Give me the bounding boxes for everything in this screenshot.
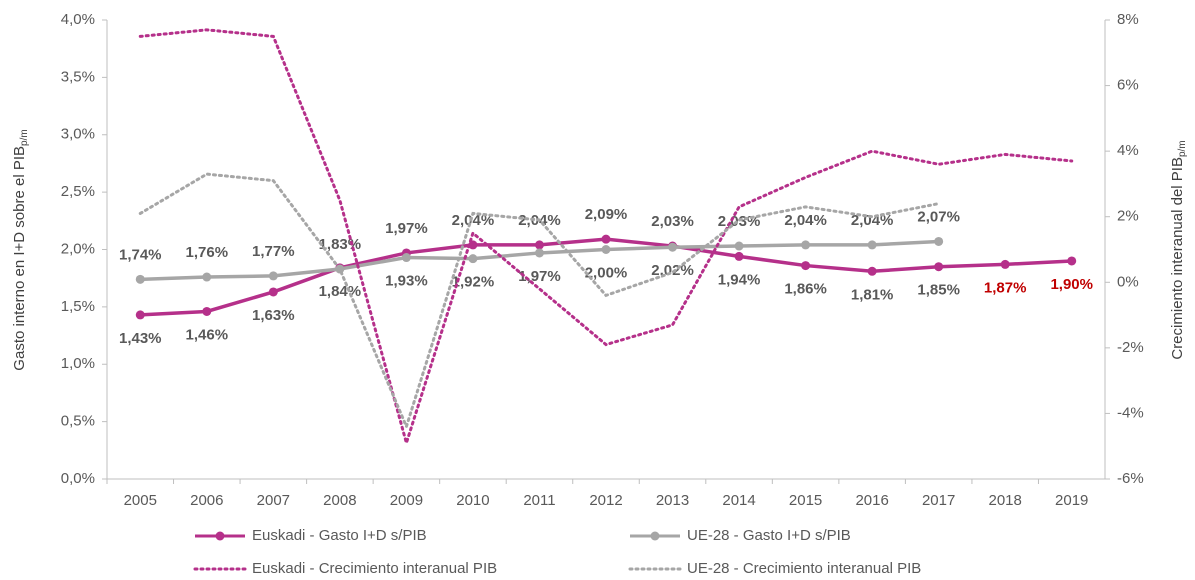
legend-label: Euskadi - Gasto I+D s/PIB (252, 527, 427, 544)
x-tick-label: 2015 (789, 492, 822, 509)
point (1000, 259, 1010, 269)
series-line (138, 172, 941, 431)
value-label: 1,86% (784, 281, 827, 298)
value-label: 1,77% (252, 243, 295, 260)
value-label: 1,97% (385, 220, 428, 237)
y-tick-label: 2,0% (61, 240, 95, 257)
point (668, 242, 678, 252)
legend-label: UE-28 - Gasto I+D s/PIB (687, 527, 851, 544)
y2-tick-label: 0% (1117, 273, 1139, 290)
point (801, 240, 811, 250)
y2-tick-label: 6% (1117, 77, 1139, 94)
y2-tick-label: -6% (1117, 470, 1144, 487)
point (801, 261, 811, 271)
legend-marker (650, 531, 660, 541)
value-label: 1,76% (186, 244, 229, 261)
point (202, 272, 212, 282)
y-axis-label-sub: p/m (19, 129, 30, 146)
value-label: 1,83% (319, 236, 362, 253)
y2-tick-label: 4% (1117, 142, 1139, 159)
value-label: 1,94% (718, 271, 761, 288)
x-tick-label: 2019 (1055, 492, 1088, 509)
x-tick-label: 2007 (257, 492, 290, 509)
y-tick-label: 4,0% (61, 11, 95, 28)
point (202, 306, 212, 316)
value-label: 1,63% (252, 307, 295, 324)
value-label: 1,74% (119, 246, 162, 263)
value-label: 1,97% (518, 268, 561, 285)
y2-axis-label: Crecimiento interanual del PIBp/m (1169, 140, 1188, 359)
x-tick-label: 2010 (456, 492, 489, 509)
value-label: 2,00% (585, 264, 628, 281)
x-tick-label: 2018 (989, 492, 1022, 509)
point (934, 262, 944, 272)
value-label: 1,43% (119, 330, 162, 347)
value-label: 1,84% (319, 283, 362, 300)
x-tick-label: 2017 (922, 492, 955, 509)
point (601, 234, 611, 244)
y2-tick-label: 8% (1117, 11, 1139, 28)
y-tick-label: 3,0% (61, 126, 95, 143)
point (135, 274, 145, 284)
y-axis-label-text: Gasto interno en I+D sobre el PIB (11, 146, 28, 371)
x-tick-label: 2006 (190, 492, 223, 509)
y-tick-label: 2,5% (61, 183, 95, 200)
legend-label: UE-28 - Crecimiento interanual PIB (687, 560, 921, 577)
point (934, 236, 944, 246)
point (401, 253, 411, 263)
point (534, 240, 544, 250)
value-label: 1,46% (186, 326, 229, 343)
y-tick-label: 1,0% (61, 355, 95, 372)
y2-tick-label: 2% (1117, 208, 1139, 225)
x-tick-label: 2005 (124, 492, 157, 509)
y-tick-label: 0,0% (61, 470, 95, 487)
x-tick-label: 2014 (722, 492, 755, 509)
y2-tick-label: -4% (1117, 404, 1144, 421)
value-label: 2,04% (784, 212, 827, 229)
value-label: 1,90% (1050, 276, 1093, 293)
value-label: 2,09% (585, 206, 628, 223)
point (734, 241, 744, 251)
y2-axis-label-text: Crecimiento interanual del PIB (1169, 157, 1186, 360)
x-tick-label: 2011 (523, 492, 555, 509)
y-tick-label: 3,5% (61, 68, 95, 85)
point (1067, 256, 1077, 266)
legend-marker (215, 531, 225, 541)
point (534, 248, 544, 258)
value-label: 2,03% (718, 213, 761, 230)
x-tick-label: 2009 (390, 492, 423, 509)
legend-label: Euskadi - Crecimiento interanual PIB (252, 560, 497, 577)
y2-tick-label: -2% (1117, 339, 1144, 356)
y-axis-label: Gasto interno en I+D sobre el PIBp/m (11, 129, 30, 370)
x-tick-label: 2008 (323, 492, 356, 509)
y2-axis-label-sub: p/m (1177, 140, 1188, 157)
point (468, 254, 478, 264)
point (268, 271, 278, 281)
point (268, 287, 278, 297)
series-line (138, 28, 1074, 449)
y-tick-label: 1,5% (61, 298, 95, 315)
value-label: 2,03% (651, 213, 694, 230)
value-label: 2,04% (452, 212, 495, 229)
point (601, 245, 611, 254)
point (867, 240, 877, 250)
point (867, 266, 877, 276)
point (135, 310, 145, 320)
x-tick-label: 2013 (656, 492, 689, 509)
x-tick-label: 2016 (855, 492, 888, 509)
x-tick-label: 2012 (589, 492, 622, 509)
value-label: 1,93% (385, 273, 428, 290)
y-tick-label: 0,5% (61, 413, 95, 430)
value-label: 1,81% (851, 286, 894, 303)
value-label: 2,07% (917, 208, 960, 225)
value-label: 1,87% (984, 279, 1027, 296)
value-label: 1,85% (917, 282, 960, 299)
point (468, 240, 478, 250)
point (734, 251, 744, 261)
value-label: 1,92% (452, 274, 495, 291)
